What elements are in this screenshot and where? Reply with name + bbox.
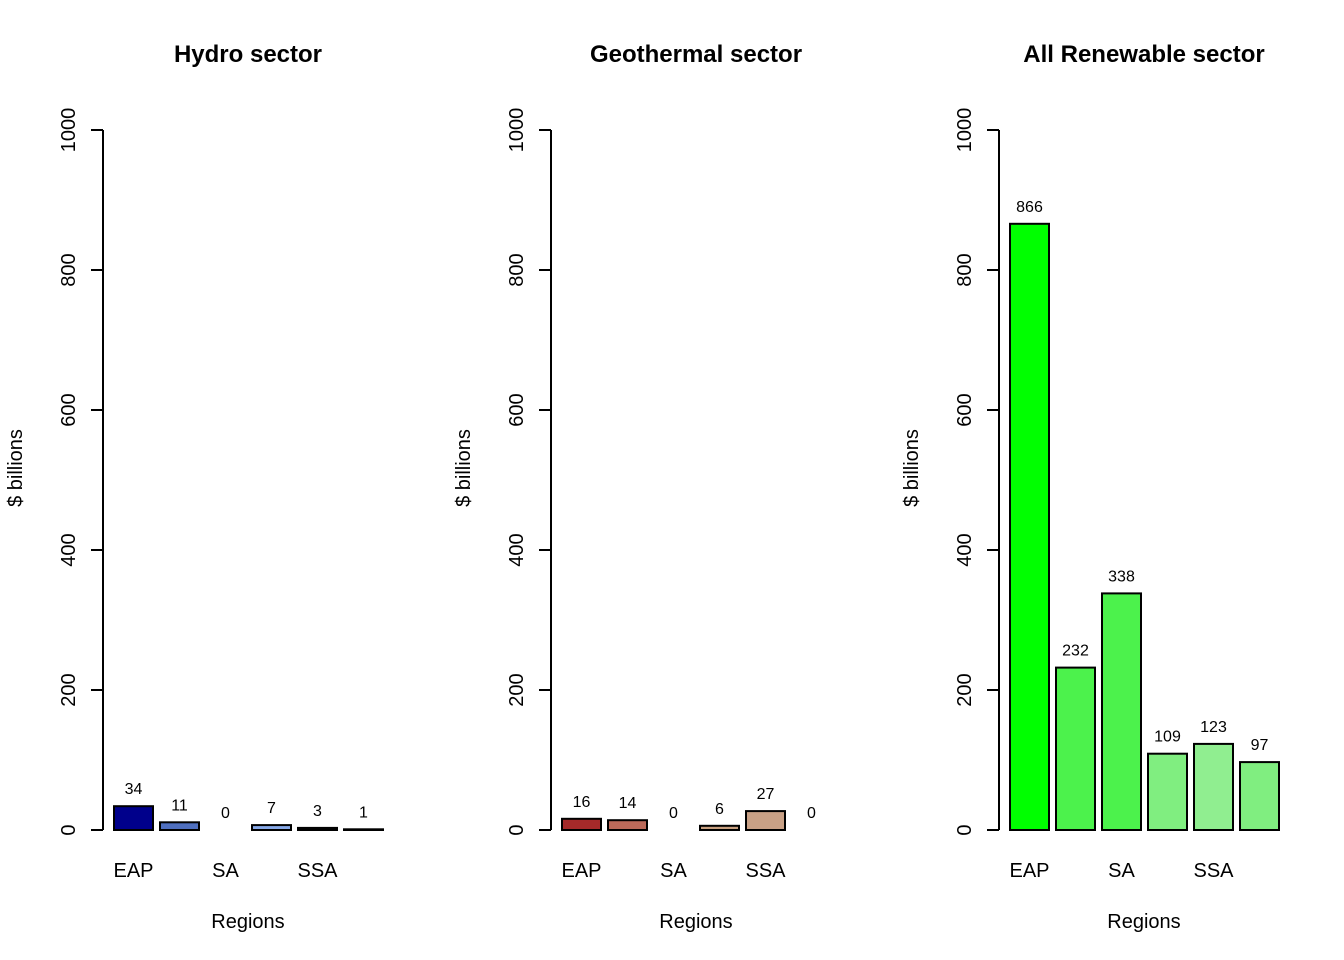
chart-title: Geothermal sector	[590, 41, 802, 68]
y-tick-label: 200	[506, 673, 528, 706]
bar	[745, 810, 786, 831]
bar-value-label: 3	[313, 803, 322, 820]
bar-value-label: 34	[125, 781, 143, 798]
bar	[297, 826, 338, 832]
x-category-label: SA	[1108, 860, 1135, 882]
bar	[1009, 222, 1050, 832]
bar-value-label: 232	[1062, 643, 1089, 660]
chart-title: Hydro sector	[174, 41, 322, 68]
y-tick-label: 0	[954, 824, 976, 835]
y-tick-label: 1000	[506, 108, 528, 153]
x-axis-label: Regions	[1107, 911, 1180, 933]
y-axis-label: $ billions	[901, 429, 923, 507]
y-tick-label: 800	[506, 253, 528, 286]
x-axis-label: Regions	[211, 911, 284, 933]
bar-value-label: 0	[669, 805, 678, 822]
bar-value-label: 338	[1108, 568, 1135, 585]
hydro-chart-panel: Hydro sector 0 200 400 600 800 1000 $ billions 3…	[5, 41, 384, 933]
y-tick-label: 0	[58, 824, 80, 835]
x-category-label: EAP	[113, 860, 153, 882]
x-axis-label: Regions	[659, 911, 732, 933]
x-category-label: EAP	[561, 860, 601, 882]
bar-value-label: 866	[1016, 199, 1043, 216]
x-category-label: SSA	[745, 860, 786, 882]
y-tick-label: 800	[954, 253, 976, 286]
x-category-label: EAP	[1009, 860, 1049, 882]
y-tick-label: 400	[954, 533, 976, 566]
bar	[1055, 666, 1096, 831]
y-tick-label: 400	[506, 533, 528, 566]
bar	[251, 824, 292, 831]
bar	[1101, 592, 1142, 832]
y-tick-label: 0	[506, 824, 528, 835]
y-tick-label: 1000	[58, 108, 80, 153]
bar	[1239, 761, 1280, 831]
bar	[699, 824, 740, 831]
bar	[343, 828, 384, 831]
bar-value-label: 123	[1200, 719, 1227, 736]
bar-value-label: 109	[1154, 729, 1181, 746]
y-tick-label: 600	[506, 393, 528, 426]
bar	[1193, 742, 1234, 832]
bar-value-label: 1	[359, 804, 368, 821]
y-axis-label: $ billions	[453, 429, 475, 507]
y-tick-label: 200	[954, 673, 976, 706]
y-tick-label: 800	[58, 253, 80, 286]
bar-value-label: 14	[619, 795, 637, 812]
y-tick-label: 200	[58, 673, 80, 706]
bar-value-label: 0	[221, 805, 230, 822]
x-category-label: SA	[212, 860, 239, 882]
bar	[159, 821, 200, 831]
bar-value-label: 27	[757, 786, 775, 803]
bar	[607, 819, 648, 832]
bar-value-label: 11	[171, 797, 188, 814]
y-tick-label: 600	[58, 393, 80, 426]
bar-value-label: 6	[715, 801, 724, 818]
bar-value-label: 97	[1251, 737, 1269, 754]
y-tick-label: 400	[58, 533, 80, 566]
bar-value-label: 0	[807, 805, 816, 822]
all-renewable-chart-panel: All Renewable sector 0 200 400 600 800 1000 $ b…	[901, 41, 1280, 933]
bar	[561, 817, 602, 831]
x-category-label: SA	[660, 860, 687, 882]
bar	[1147, 752, 1188, 832]
y-axis-label: $ billions	[5, 429, 27, 507]
x-category-label: SSA	[1193, 860, 1234, 882]
bar-value-label: 16	[573, 794, 591, 811]
bar	[113, 805, 154, 832]
x-category-label: SSA	[297, 860, 338, 882]
y-tick-label: 1000	[954, 108, 976, 153]
chart-title: All Renewable sector	[1023, 41, 1264, 68]
y-tick-label: 600	[954, 393, 976, 426]
bar-value-label: 7	[267, 800, 276, 817]
